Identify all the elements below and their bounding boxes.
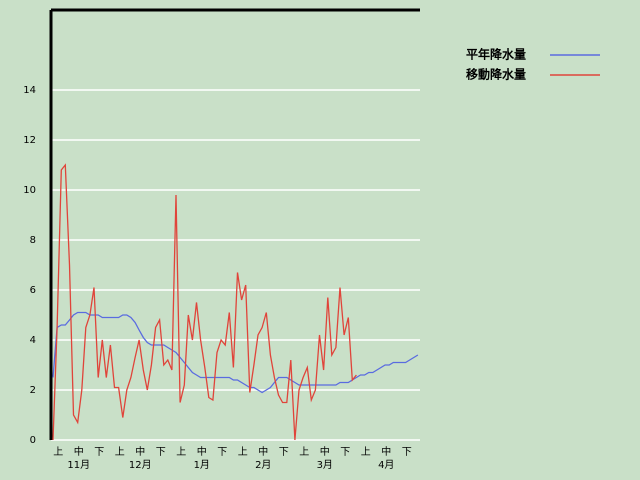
month-label: 4月 <box>378 459 394 471</box>
x-tick-label: 下 <box>340 447 350 458</box>
x-tick-label: 中 <box>197 445 207 458</box>
x-tick-label: 下 <box>217 447 227 458</box>
month-label: 12月 <box>129 459 152 471</box>
legend-label: 平年降水量 <box>466 47 526 62</box>
x-tick-label: 中 <box>381 445 391 458</box>
y-tick-label: 6 <box>30 285 36 296</box>
x-tick-label: 中 <box>74 445 84 458</box>
x-tick-label: 上 <box>115 446 125 458</box>
x-tick-label: 下 <box>402 447 412 458</box>
x-tick-label: 上 <box>53 446 63 458</box>
y-tick-label: 10 <box>23 185 36 196</box>
x-tick-label: 中 <box>135 445 145 458</box>
x-tick-label: 下 <box>94 447 104 458</box>
x-tick-label: 上 <box>238 446 248 458</box>
x-tick-label: 中 <box>320 445 330 458</box>
x-tick-label: 上 <box>176 446 186 458</box>
series-line <box>52 163 357 441</box>
y-tick-label: 14 <box>23 85 36 96</box>
y-tick-label: 0 <box>30 435 36 446</box>
y-tick-label: 12 <box>23 135 36 146</box>
y-tick-label: 4 <box>30 335 36 346</box>
legend-label: 移動降水量 <box>466 67 526 82</box>
y-tick-label: 8 <box>30 235 36 246</box>
x-tick-label: 上 <box>361 446 371 458</box>
series-line <box>52 311 419 394</box>
month-label: 3月 <box>317 459 333 471</box>
x-tick-label: 下 <box>279 447 289 458</box>
month-label: 1月 <box>194 459 210 471</box>
x-tick-label: 下 <box>156 447 166 458</box>
month-label: 2月 <box>255 459 271 471</box>
x-tick-label: 上 <box>299 446 309 458</box>
x-tick-label: 中 <box>258 445 268 458</box>
y-tick-label: 2 <box>30 385 36 396</box>
month-label: 11月 <box>67 459 90 471</box>
